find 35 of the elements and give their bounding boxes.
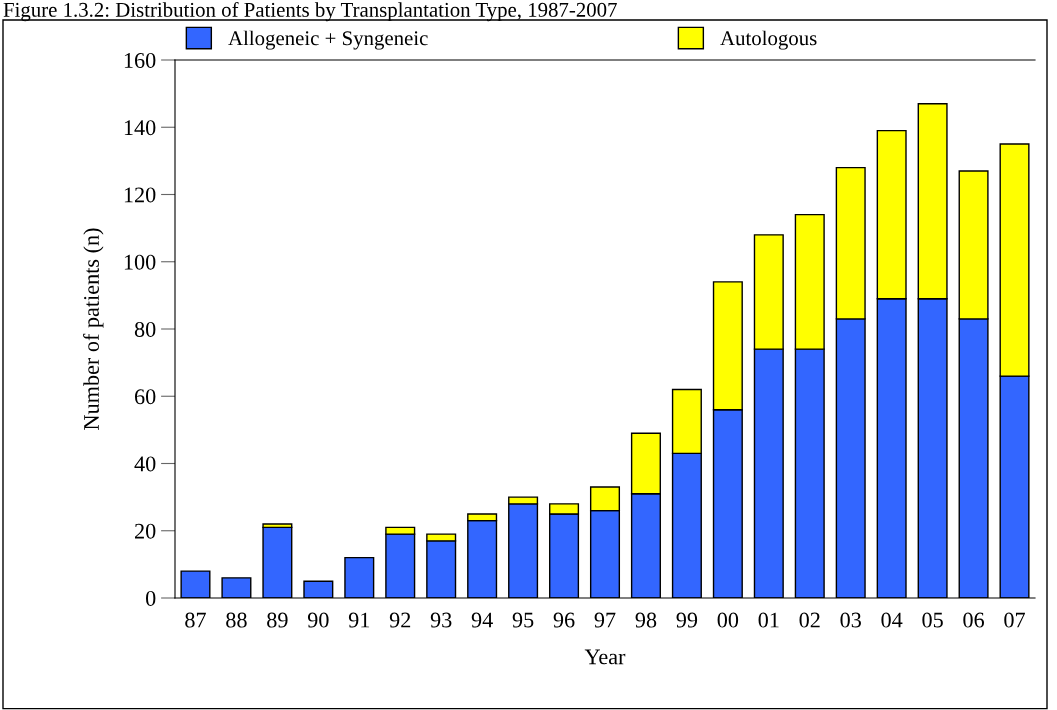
- x-tick-label: 02: [799, 612, 820, 628]
- x-tick-label: 03: [840, 612, 861, 628]
- y-tick-label: 80: [134, 321, 156, 337]
- y-tick-label: 100: [124, 254, 156, 270]
- x-tick-label: 97: [594, 612, 616, 628]
- y-tick-label: 40: [134, 456, 156, 472]
- x-tick-label: 94: [471, 612, 493, 628]
- x-tick-label: 01: [758, 612, 779, 628]
- y-tick-label: 160: [124, 52, 156, 68]
- x-tick-label: 89: [267, 612, 288, 628]
- y-tick-label: 20: [135, 523, 156, 539]
- x-tick-label: 00: [717, 612, 739, 628]
- x-tick-label: 98: [635, 612, 657, 628]
- x-tick-label: 04: [881, 612, 903, 628]
- x-tick-label: 96: [553, 612, 575, 628]
- x-tick-label: 06: [963, 612, 985, 628]
- chart-title: Figure 1.3.2: Distribution of Patients by Transplantation Type, 1987-2007: [3, 2, 617, 22]
- x-tick-label: 92: [389, 612, 411, 628]
- x-tick-label: 90: [307, 612, 329, 628]
- x-axis-title: Year: [584, 649, 626, 665]
- legend-label: Autologous: [720, 30, 817, 50]
- y-tick-label: 0: [145, 590, 156, 606]
- x-tick-label: 07: [1004, 612, 1025, 628]
- y-tick-label: 140: [124, 120, 156, 136]
- x-tick-label: 91: [348, 612, 370, 628]
- legend-label: Allogeneic + Syngeneic: [228, 30, 428, 50]
- x-tick-label: 95: [512, 612, 534, 628]
- y-tick-label: 60: [134, 389, 156, 405]
- y-axis-title: Number of patients (n): [83, 228, 104, 430]
- y-tick-label: 120: [124, 187, 156, 203]
- x-tick-label: 99: [676, 612, 698, 628]
- x-tick-label: 05: [922, 612, 943, 628]
- x-tick-label: 88: [226, 612, 247, 628]
- x-tick-label: 93: [430, 612, 452, 628]
- x-tick-label: 87: [185, 612, 206, 628]
